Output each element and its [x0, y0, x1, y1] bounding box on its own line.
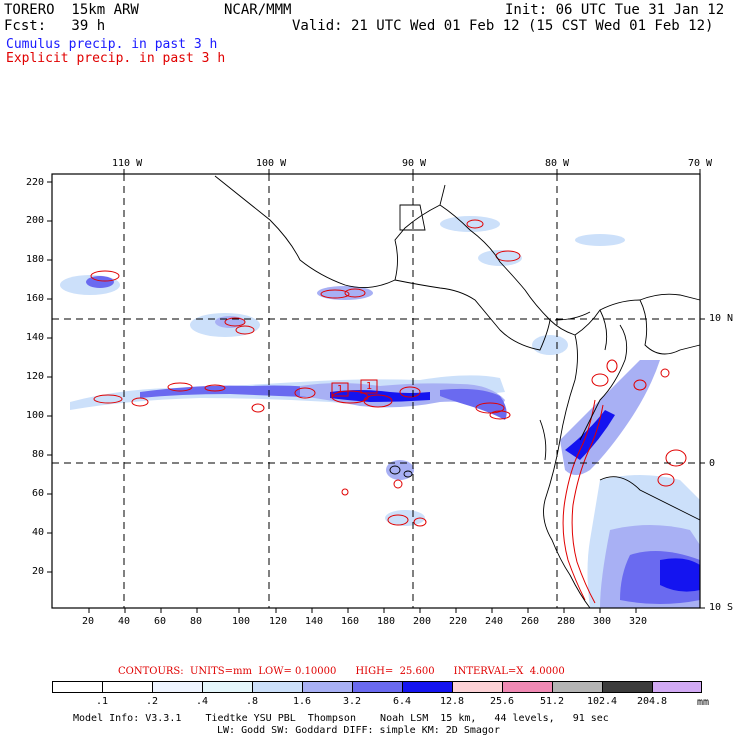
y-tick-label: 180 — [26, 254, 45, 265]
colorbar-bin — [652, 681, 702, 693]
lon-label: 100 W — [256, 158, 287, 169]
colorbar-label: 25.6 — [489, 696, 515, 707]
y-tick-label: 140 — [26, 332, 45, 343]
x-tick-label: 260 — [521, 616, 540, 627]
contour-label: 1 — [337, 384, 344, 395]
colorbar-label: 1.6 — [292, 696, 312, 707]
colorbar-label: 204.8 — [636, 696, 668, 707]
colorbar-bin — [552, 681, 603, 693]
y-tick-label: 60 — [32, 488, 45, 499]
lon-label: 90 W — [402, 158, 427, 169]
y-tick-label: 120 — [26, 371, 45, 382]
x-tick-label: 320 — [629, 616, 648, 627]
colorbar-label: .8 — [245, 696, 259, 707]
x-tick-label: 20 — [82, 616, 95, 627]
x-tick-label: 200 — [413, 616, 432, 627]
x-tick-label: 300 — [593, 616, 612, 627]
x-tick-label: 60 — [154, 616, 167, 627]
y-tick-label: 80 — [32, 449, 45, 460]
colorbar-bin — [252, 681, 303, 693]
y-tick-label: 100 — [26, 410, 45, 421]
model-info: Model Info: V3.3.1 Tiedtke YSU PBL Thomp… — [73, 713, 609, 724]
valid-time: Valid: 21 UTC Wed 01 Feb 12 (15 CST Wed … — [292, 18, 714, 34]
lat-label: 10 S — [709, 602, 734, 613]
legend-cumulus: Cumulus precip. in past 3 h — [6, 37, 218, 52]
lat-label: 10 N — [709, 313, 734, 324]
y-tick-label: 220 — [26, 177, 45, 188]
x-tick-label: 220 — [449, 616, 468, 627]
colorbar-label: .2 — [145, 696, 159, 707]
colorbar: .1 .2 .4 .8 1.6 3.2 6.4 12.8 25.6 51.2 1… — [52, 0, 702, 740]
coastlines — [214, 175, 701, 609]
forecast-hour: Fcst: 39 h — [4, 18, 106, 34]
cumulus-precip-shading — [60, 216, 700, 608]
colorbar-label: .1 — [95, 696, 109, 707]
x-tick-label: 280 — [557, 616, 576, 627]
physics-info: LW: Godd SW: Goddard DIFF: simple KM: 2D… — [217, 725, 500, 736]
map-frame — [51, 173, 701, 609]
colorbar-bin — [602, 681, 653, 693]
lon-label: 70 W — [688, 158, 713, 169]
colorbar-bin — [52, 681, 103, 693]
contour-label: 1 — [366, 381, 373, 392]
colorbar-label: 3.2 — [342, 696, 362, 707]
colorbar-bin — [202, 681, 253, 693]
lon-label: 80 W — [545, 158, 570, 169]
colorbar-bin — [452, 681, 503, 693]
lat-label: 0 — [709, 458, 716, 469]
colorbar-label: 6.4 — [392, 696, 412, 707]
colorbar-bin — [352, 681, 403, 693]
center-name: NCAR/MMM — [224, 2, 292, 18]
model-title: TORERO 15km ARW — [4, 2, 139, 18]
x-tick-label: 140 — [305, 616, 324, 627]
colorbar-bin — [502, 681, 553, 693]
legend-explicit: Explicit precip. in past 3 h — [6, 51, 226, 66]
y-tick-label: 20 — [32, 566, 45, 577]
x-tick-label: 180 — [377, 616, 396, 627]
contours-info: CONTOURS: UNITS=mm LOW= 0.10000 HIGH= 25… — [118, 666, 565, 677]
y-tick-label: 200 — [26, 215, 45, 226]
x-tick-label: 40 — [118, 616, 131, 627]
x-tick-label: 120 — [269, 616, 288, 627]
explicit-precip-contours — [90, 219, 687, 604]
colorbar-units: mm — [697, 697, 710, 708]
colorbar-bin — [302, 681, 353, 693]
x-tick-label: 80 — [190, 616, 203, 627]
colorbar-bin — [152, 681, 203, 693]
colorbar-label: 102.4 — [586, 696, 618, 707]
colorbar-label: 12.8 — [439, 696, 465, 707]
colorbar-label: .4 — [195, 696, 209, 707]
colorbar-bin — [102, 681, 153, 693]
x-tick-label: 100 — [232, 616, 251, 627]
y-tick-label: 40 — [32, 527, 45, 538]
colorbar-bin — [402, 681, 453, 693]
x-tick-label: 240 — [485, 616, 504, 627]
colorbar-label: 51.2 — [539, 696, 565, 707]
y-tick-label: 160 — [26, 293, 45, 304]
frame-ticks — [47, 169, 705, 613]
init-time: Init: 06 UTC Tue 31 Jan 12 — [505, 2, 725, 18]
lon-label: 110 W — [112, 158, 143, 169]
lat-lon-gridlines — [52, 174, 700, 608]
x-tick-label: 160 — [341, 616, 360, 627]
